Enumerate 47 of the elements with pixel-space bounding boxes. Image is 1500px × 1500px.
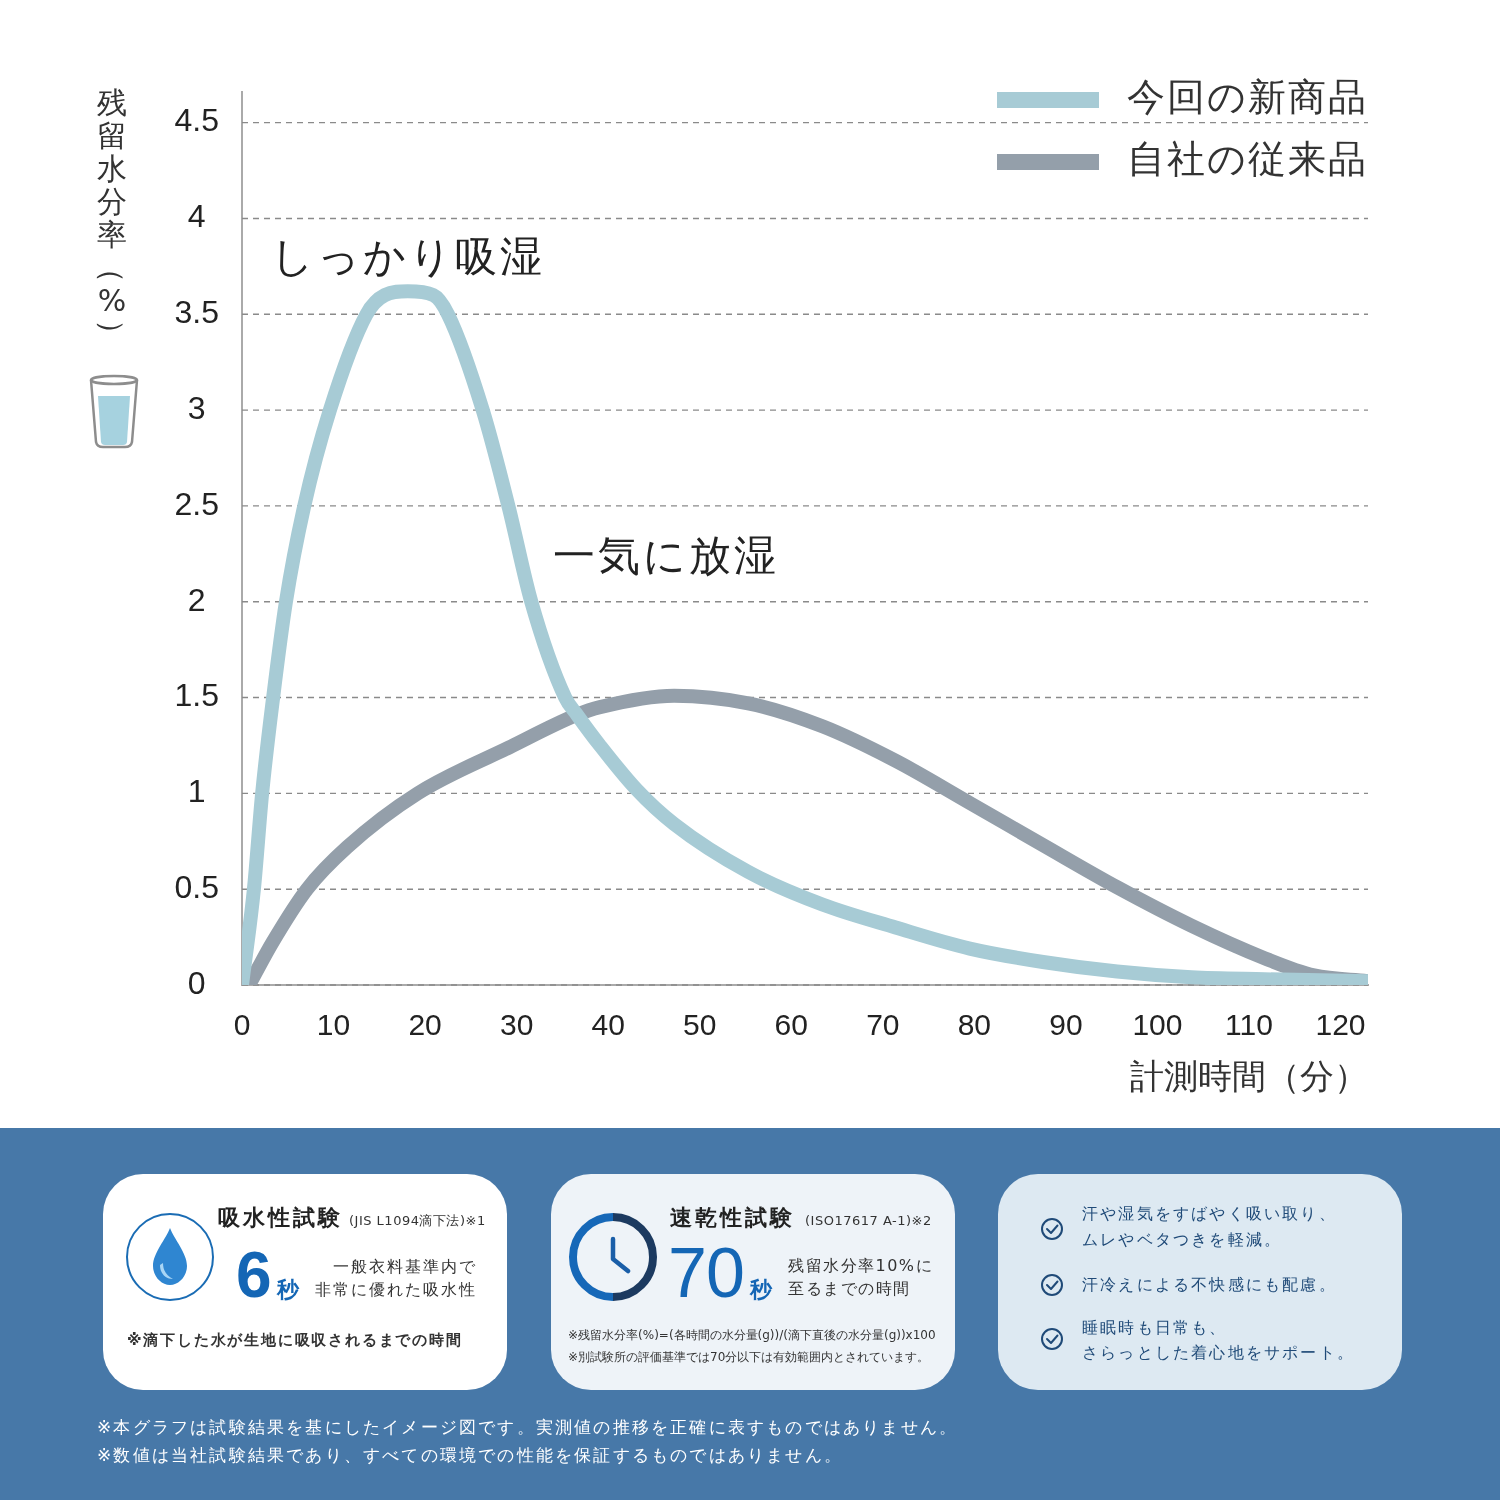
annotation: 一気に放湿 xyxy=(553,531,780,581)
y-tick-label: 3.5 xyxy=(174,294,219,331)
y-tick-label: 1 xyxy=(187,773,206,810)
text: ※滴下した水が生地に吸収されるまでの時間 xyxy=(127,1331,463,1349)
y-tick-label: 2.5 xyxy=(174,485,219,522)
x-tick-label: 100 xyxy=(1132,1008,1183,1042)
x-tick-label: 40 xyxy=(591,1008,625,1042)
text: ※残留水分率(%)=(各時間の水分量(g))/(滴下直後の水分量(g))x100 xyxy=(568,1328,936,1342)
x-tick-label: 0 xyxy=(233,1008,251,1042)
text: 一般衣料基準内で xyxy=(333,1257,477,1276)
y-axis-title: 残留水分率（%） xyxy=(94,85,130,351)
y-tick-label: 3 xyxy=(187,389,206,426)
annotation: しっかり吸湿 xyxy=(270,232,545,282)
x-axis-title: 計測時間（分） xyxy=(1130,1056,1368,1097)
y-tick-label: 1.5 xyxy=(174,677,219,714)
text: ※本グラフは試験結果を基にしたイメージ図です。実測値の推移を正確に表すものではありません。 xyxy=(97,1417,959,1437)
y-tick-label: 0 xyxy=(187,964,206,1001)
y-tick-label: 2 xyxy=(187,581,206,618)
text: (ISO17617 A-1)※2 xyxy=(805,1213,932,1228)
text: さらっとした着心地をサポート。 xyxy=(1082,1343,1355,1362)
x-tick-label: 20 xyxy=(408,1008,442,1042)
x-tick-label: 110 xyxy=(1225,1008,1273,1042)
x-tick-label: 80 xyxy=(957,1008,992,1042)
x-tick-label: 70 xyxy=(866,1008,900,1042)
x-tick-label: 90 xyxy=(1049,1008,1083,1042)
text: ※数値は当社試験結果であり、すべての環境での性能を保証するものではありません。 xyxy=(97,1445,844,1465)
text: 速乾性試験 xyxy=(670,1205,795,1230)
x-tick-label: 60 xyxy=(774,1008,808,1042)
x-tick-label: 120 xyxy=(1315,1008,1366,1042)
text: 残留水分率10%に xyxy=(788,1256,934,1275)
x-tick-label: 10 xyxy=(316,1008,351,1042)
legend-label: 自社の従来品 xyxy=(1127,136,1368,181)
text: 吸水性試験 xyxy=(218,1205,343,1230)
y-tick-label: 4.5 xyxy=(174,102,219,139)
x-tick-label: 30 xyxy=(499,1008,534,1042)
text: 睡眠時も日常も、 xyxy=(1082,1318,1228,1337)
y-tick-label: 0.5 xyxy=(174,869,219,906)
text: 汗冷えによる不快感にも配慮。 xyxy=(1082,1275,1337,1294)
text: 至るまでの時間 xyxy=(788,1279,911,1298)
text: ムレやベタつきを軽減。 xyxy=(1082,1230,1283,1249)
text: ※別試験所の評価基準では70分以下は有効範囲内とされています。 xyxy=(568,1350,930,1364)
text: 非常に優れた吸水性 xyxy=(315,1280,477,1299)
y-tick-label: 4 xyxy=(187,198,206,235)
text: 汗や湿気をすばやく吸い取り、 xyxy=(1082,1204,1337,1223)
legend-label: 今回の新商品 xyxy=(1127,74,1368,119)
text: (JIS L1094滴下法)※1 xyxy=(349,1213,486,1228)
x-tick-label: 50 xyxy=(683,1008,717,1042)
